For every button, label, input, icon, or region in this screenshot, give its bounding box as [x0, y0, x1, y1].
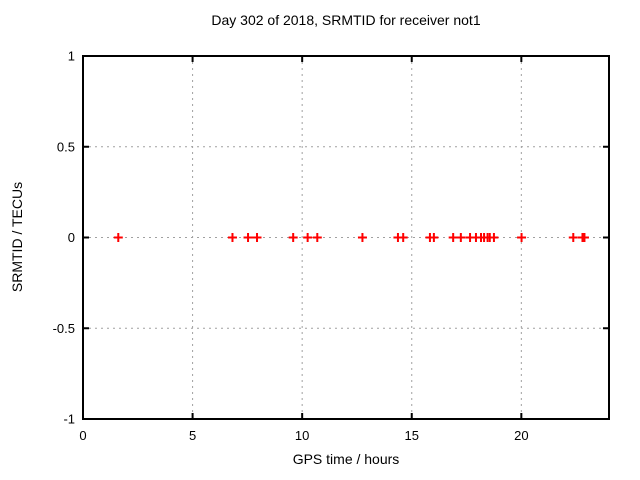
- data-point-marker: [568, 233, 578, 242]
- x-tick-label: 0: [79, 428, 86, 443]
- data-point-marker: [252, 233, 262, 242]
- x-tick-label: 15: [405, 428, 419, 443]
- data-point-marker: [312, 233, 322, 242]
- data-point-marker: [113, 233, 123, 242]
- data-point-marker: [448, 233, 458, 242]
- chart-title: Day 302 of 2018, SRMTID for receiver not…: [211, 12, 481, 28]
- y-tick-label: 0: [68, 230, 75, 245]
- data-point-marker: [456, 233, 466, 242]
- data-point-marker: [398, 233, 408, 242]
- data-point-marker: [489, 233, 499, 242]
- data-point-marker: [243, 233, 253, 242]
- y-tick-label: 1: [68, 49, 75, 64]
- x-axis-label: GPS time / hours: [292, 451, 400, 467]
- data-point-marker: [357, 233, 367, 242]
- data-point-marker: [303, 233, 313, 242]
- data-point-marker: [429, 233, 439, 242]
- x-tick-label: 20: [514, 428, 528, 443]
- x-tick-label: 5: [189, 428, 196, 443]
- data-point-marker: [517, 233, 527, 242]
- x-tick-label: 10: [295, 428, 309, 443]
- y-tick-label: -0.5: [53, 321, 75, 336]
- y-tick-label: 0.5: [57, 139, 75, 154]
- data-point-marker: [227, 233, 237, 242]
- y-tick-label: -1: [63, 412, 75, 427]
- data-point-marker: [288, 233, 298, 242]
- data-point-marker: [579, 233, 589, 242]
